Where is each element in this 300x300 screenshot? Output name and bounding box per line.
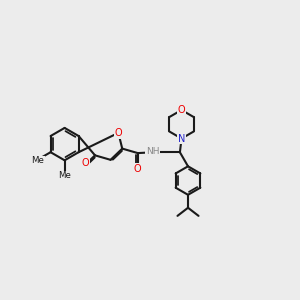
Text: N: N bbox=[178, 134, 185, 143]
Text: NH: NH bbox=[146, 147, 159, 156]
Text: N: N bbox=[178, 134, 185, 143]
Text: O: O bbox=[81, 158, 89, 168]
Text: Me: Me bbox=[31, 156, 44, 165]
Text: Me: Me bbox=[58, 171, 71, 180]
Text: O: O bbox=[115, 128, 122, 138]
Text: O: O bbox=[178, 105, 185, 115]
Text: O: O bbox=[134, 164, 142, 174]
